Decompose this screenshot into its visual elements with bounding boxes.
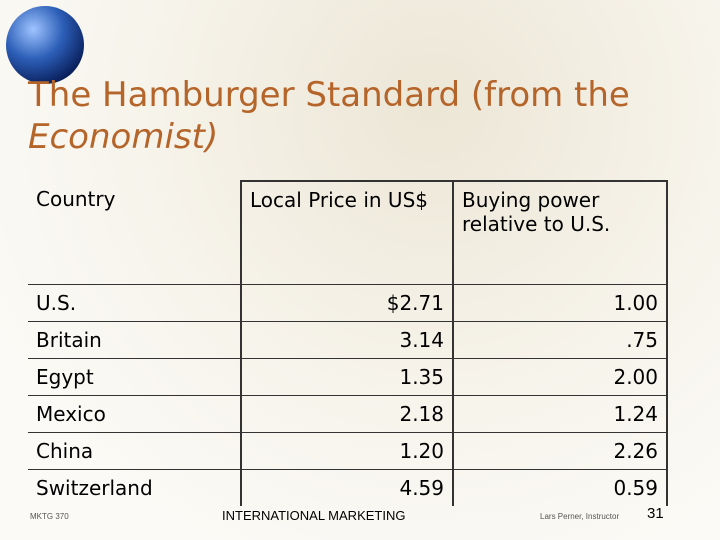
column-header: Country bbox=[36, 187, 116, 211]
table-cell: 1.20 bbox=[240, 432, 453, 470]
table-cell: Egypt bbox=[36, 365, 94, 389]
table-cell: .75 bbox=[452, 321, 668, 359]
table-cell: U.S. bbox=[36, 291, 77, 315]
table-row: Switzerland 4.59 0.59 bbox=[28, 469, 668, 506]
table-row: China 1.20 2.26 bbox=[28, 432, 668, 470]
table-row: Egypt 1.35 2.00 bbox=[28, 358, 668, 396]
table-cell: 2.26 bbox=[452, 432, 668, 470]
table-row: U.S. $2.71 1.00 bbox=[28, 284, 668, 322]
footer-course: MKTG 370 bbox=[30, 512, 69, 521]
table-cell: 3.14 bbox=[240, 321, 453, 359]
table-cell: 1.35 bbox=[240, 358, 453, 396]
table-cell: Britain bbox=[36, 328, 102, 352]
table-cell: 0.59 bbox=[452, 469, 668, 506]
globe-logo bbox=[6, 6, 84, 84]
table-cell: China bbox=[36, 439, 94, 463]
column-header: Local Price in US$ bbox=[240, 180, 453, 285]
table-cell: 2.18 bbox=[240, 395, 453, 433]
title-emphasis: Economist) bbox=[28, 117, 219, 157]
table-cell: 2.00 bbox=[452, 358, 668, 396]
table-row: Mexico 2.18 1.24 bbox=[28, 395, 668, 433]
table-cell: Switzerland bbox=[36, 476, 153, 500]
table-cell: 1.24 bbox=[452, 395, 668, 433]
table-cell: Mexico bbox=[36, 402, 106, 426]
footer-instructor: Lars Perner, Instructor bbox=[540, 512, 620, 521]
page-number: 31 bbox=[647, 505, 664, 522]
title-text: The Hamburger Standard (from the bbox=[28, 75, 630, 115]
header-row: Country Local Price in US$ Buying power … bbox=[28, 180, 668, 285]
table-cell: 1.00 bbox=[452, 284, 668, 322]
slide-title: The Hamburger Standard (from the Economi… bbox=[28, 74, 668, 158]
table-cell: 4.59 bbox=[240, 469, 453, 506]
price-table: Country Local Price in US$ Buying power … bbox=[28, 180, 668, 506]
footer-center: INTERNATIONAL MARKETING bbox=[222, 508, 406, 523]
table-row: Britain 3.14.75 bbox=[28, 321, 668, 359]
table-cell: $2.71 bbox=[240, 284, 453, 322]
column-header: Buying power relative to U.S. bbox=[452, 180, 668, 285]
